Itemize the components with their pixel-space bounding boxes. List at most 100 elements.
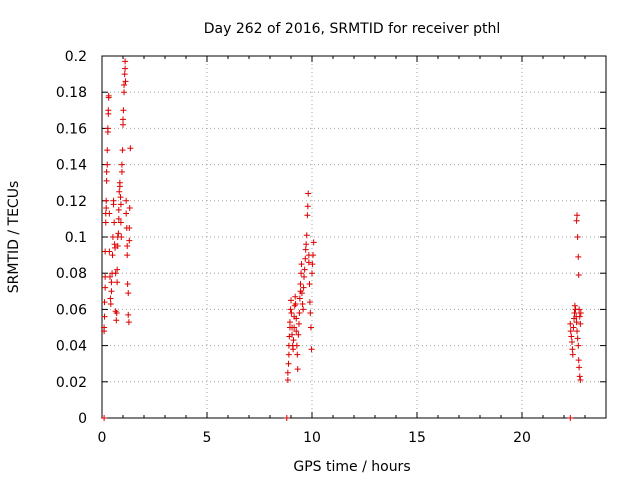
data-point xyxy=(101,324,108,331)
data-point xyxy=(301,266,308,273)
data-point xyxy=(569,346,576,353)
x-tick-label: 10 xyxy=(303,430,321,446)
data-point xyxy=(296,310,303,317)
data-point xyxy=(121,81,128,88)
data-point xyxy=(308,346,315,353)
data-point xyxy=(293,315,300,322)
data-point xyxy=(106,210,113,217)
data-point xyxy=(573,217,580,224)
data-point xyxy=(288,297,294,304)
data-point xyxy=(107,300,114,307)
data-point xyxy=(108,288,115,295)
data-point xyxy=(567,320,574,327)
data-point xyxy=(122,78,129,85)
data-point xyxy=(122,58,129,65)
data-point xyxy=(309,270,315,277)
data-point xyxy=(298,261,305,268)
y-tick-label: 0.1 xyxy=(65,230,87,246)
data-point xyxy=(118,168,125,175)
data-point xyxy=(285,351,292,358)
y-tick-label: 0.02 xyxy=(56,375,87,391)
data-point xyxy=(571,310,578,317)
data-point xyxy=(575,253,582,260)
data-point xyxy=(571,302,578,309)
data-point xyxy=(119,147,126,154)
data-point xyxy=(290,337,297,344)
data-point xyxy=(118,161,125,168)
data-point xyxy=(570,324,577,331)
data-point xyxy=(568,333,575,340)
data-point xyxy=(288,310,295,317)
data-point xyxy=(304,212,311,219)
data-point xyxy=(125,290,132,297)
data-point xyxy=(575,342,582,349)
data-point xyxy=(111,219,118,226)
data-point xyxy=(103,205,110,212)
data-point xyxy=(114,266,121,273)
data-point xyxy=(303,232,310,239)
data-point xyxy=(114,279,121,286)
data-point xyxy=(307,310,314,317)
data-point xyxy=(124,281,131,288)
data-point xyxy=(284,376,291,383)
data-point xyxy=(287,306,294,313)
data-point xyxy=(122,65,129,72)
x-tick-label: 5 xyxy=(203,430,212,446)
data-point xyxy=(575,357,582,364)
data-point xyxy=(576,306,583,313)
grid-lines xyxy=(102,56,606,418)
data-point xyxy=(303,241,310,248)
data-point xyxy=(101,313,108,320)
data-point xyxy=(309,261,316,268)
data-point xyxy=(125,311,132,318)
y-tick-label: 0.18 xyxy=(56,85,87,101)
data-point xyxy=(103,177,110,184)
data-point xyxy=(296,295,303,302)
data-point xyxy=(292,300,299,307)
data-point xyxy=(302,246,309,253)
data-point xyxy=(127,145,134,152)
data-point xyxy=(292,293,299,300)
data-point xyxy=(114,243,121,250)
data-point xyxy=(121,71,128,78)
data-point xyxy=(574,212,581,219)
data-point xyxy=(115,215,122,222)
data-point xyxy=(105,92,112,99)
y-tick-label: 0 xyxy=(78,411,87,427)
data-point xyxy=(568,338,575,345)
data-point xyxy=(106,248,113,255)
data-point xyxy=(301,273,308,280)
data-point xyxy=(576,364,583,371)
data-point xyxy=(107,295,114,302)
data-point xyxy=(302,255,309,262)
data-point xyxy=(121,89,128,96)
data-point xyxy=(102,284,109,291)
data-point xyxy=(293,342,300,349)
data-point xyxy=(577,376,584,383)
data-point xyxy=(120,107,127,114)
data-point xyxy=(126,237,133,244)
data-point xyxy=(293,328,300,335)
data-point xyxy=(108,279,115,286)
data-point xyxy=(310,239,317,246)
data-point xyxy=(574,234,581,240)
y-tick-label: 0.16 xyxy=(56,121,87,137)
x-tick-label: 0 xyxy=(98,430,107,446)
data-point xyxy=(577,310,584,317)
data-point xyxy=(297,281,304,288)
data-point xyxy=(295,331,302,338)
data-point xyxy=(577,320,584,327)
data-point xyxy=(305,190,312,197)
data-point xyxy=(283,415,290,421)
data-point xyxy=(295,320,302,327)
data-point xyxy=(305,259,312,266)
data-point xyxy=(306,299,313,306)
data-point xyxy=(285,360,292,367)
data-point xyxy=(123,210,130,217)
data-point xyxy=(298,270,305,277)
data-point xyxy=(101,415,108,421)
chart-title: Day 262 of 2016, SRMTID for receiver pth… xyxy=(204,21,501,37)
data-point xyxy=(294,366,301,373)
data-point xyxy=(576,313,583,320)
data-point xyxy=(117,219,124,226)
